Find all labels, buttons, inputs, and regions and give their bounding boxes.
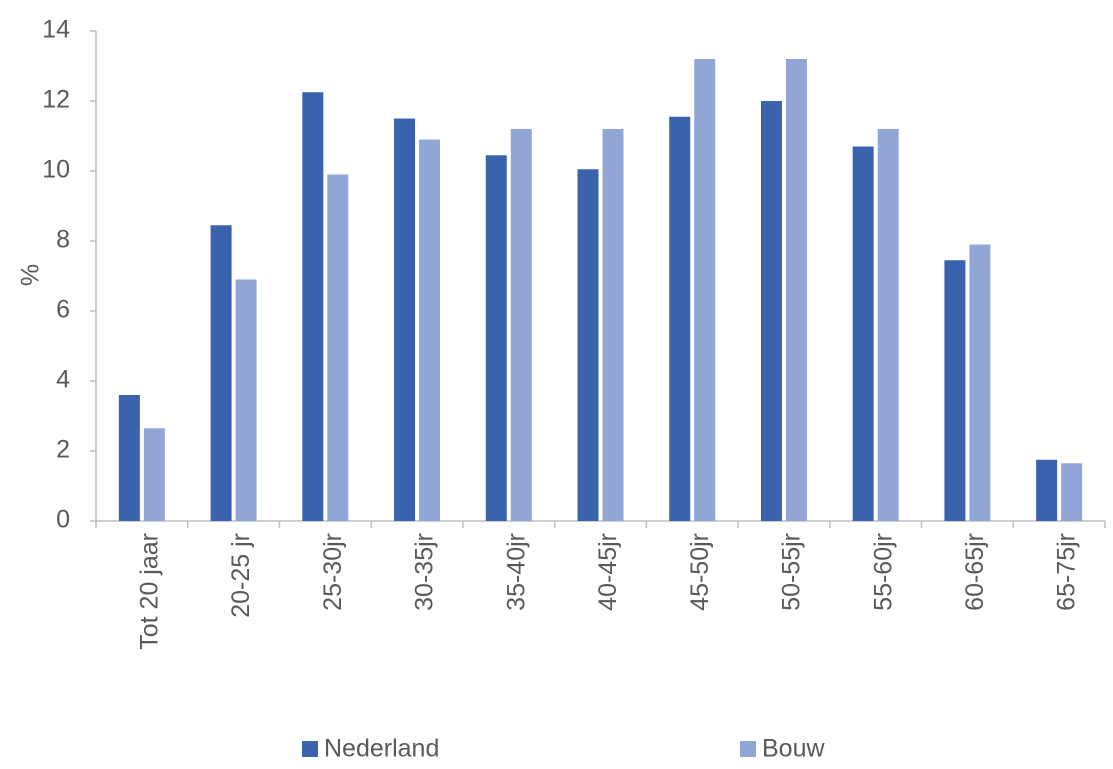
x-tick-label: 30-35jr (411, 533, 439, 611)
bar (760, 101, 782, 521)
y-tick-label: 8 (56, 226, 70, 254)
x-tick-label: Tot 20 jaar (135, 533, 163, 650)
y-tick-label: 0 (56, 506, 70, 534)
x-tick-label: 20-25 jr (227, 533, 255, 618)
bar (327, 174, 349, 521)
bar (1061, 463, 1083, 521)
bar (143, 428, 165, 521)
bar (944, 260, 966, 521)
x-tick-label: 55-60jr (869, 533, 897, 611)
y-tick-label: 4 (56, 366, 70, 394)
x-tick-label: 25-30jr (319, 533, 347, 611)
y-tick-label: 14 (42, 16, 70, 44)
bar (669, 116, 691, 521)
x-tick-label: 35-40jr (502, 533, 530, 611)
legend-swatch (740, 741, 756, 757)
bar (785, 59, 807, 521)
bar (602, 129, 624, 521)
bar (577, 169, 599, 521)
x-tick-label: 40-45jr (594, 533, 622, 611)
bar (485, 155, 507, 521)
bar (1036, 459, 1058, 521)
x-tick-label: 45-50jr (686, 533, 714, 611)
y-tick-label: 10 (42, 156, 70, 184)
legend-label: Bouw (762, 735, 825, 763)
legend-label: Nederland (324, 735, 439, 763)
bar (852, 146, 874, 521)
x-tick-label: 50-55jr (778, 533, 806, 611)
bar (969, 244, 991, 521)
legend-swatch (302, 741, 318, 757)
y-axis-label: % (17, 264, 45, 286)
bar (394, 118, 416, 521)
y-tick-label: 6 (56, 296, 70, 324)
x-tick-label: 60-65jr (961, 533, 989, 611)
y-tick-label: 2 (56, 436, 70, 464)
x-tick-label: 65-75jr (1053, 533, 1081, 611)
bar (235, 279, 257, 521)
bar (210, 225, 232, 521)
bar (419, 139, 441, 521)
bar (302, 92, 324, 521)
bar (510, 129, 532, 521)
bar (118, 395, 140, 521)
bar (694, 59, 716, 521)
bar (877, 129, 899, 521)
y-tick-label: 12 (42, 86, 70, 114)
